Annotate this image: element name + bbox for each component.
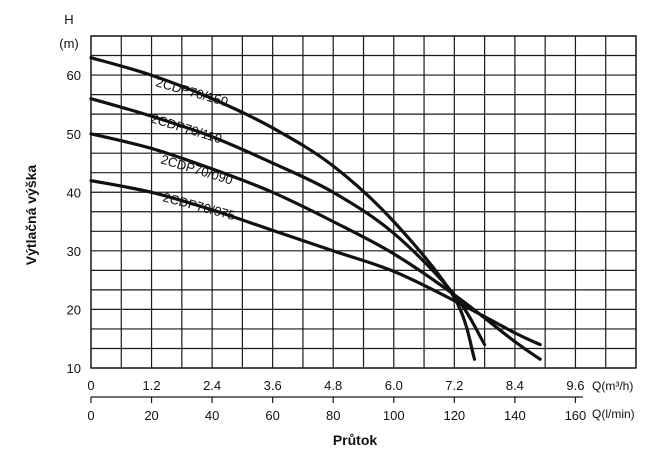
x-tick-label-secondary: 120	[443, 408, 465, 423]
grid	[90, 35, 637, 398]
y-tick-label: 40	[67, 185, 81, 200]
x-axis-unit-secondary: Q(l/min)	[592, 407, 635, 421]
y-axis-title: Výtlačná výška	[23, 165, 39, 266]
x-tick-label-primary: 4.8	[324, 378, 342, 393]
x-tick-label-secondary: 60	[265, 408, 279, 423]
curve-2cdp70-150	[89, 56, 477, 361]
x-tick-label-secondary: 100	[383, 408, 405, 423]
x-tick-label-primary: 2.4	[203, 378, 221, 393]
x-tick-label-secondary: 0	[87, 408, 94, 423]
x-tick-label-primary: 7.2	[445, 378, 463, 393]
x-tick-label-secondary: 20	[144, 408, 158, 423]
curve-2cdp70-075	[89, 179, 542, 347]
x-tick-label-primary: 1.2	[143, 378, 161, 393]
plot-frame	[90, 35, 637, 369]
y-unit-bottom: (m)	[59, 36, 79, 51]
x-axis-unit-primary: Q(m³/h)	[592, 379, 633, 393]
y-tick-label: 10	[67, 361, 81, 376]
x-tick-label-primary: 6.0	[385, 378, 403, 393]
x-tick-label-primary: 0	[87, 378, 94, 393]
x-tick-label-secondary: 160	[565, 408, 587, 423]
x-tick-label-primary: 3.6	[264, 378, 282, 393]
y-tick-label: 30	[67, 244, 81, 259]
x-tick-label-primary: 8.4	[506, 378, 524, 393]
x-tick-label-secondary: 80	[326, 408, 340, 423]
y-tick-label: 20	[67, 302, 81, 317]
y-tick-label: 60	[67, 68, 81, 83]
y-unit-top: H	[64, 12, 73, 27]
x-axis-title: Průtok	[333, 432, 378, 448]
x-tick-label-secondary: 140	[504, 408, 526, 423]
curve-label: 2CDP70/075	[161, 189, 237, 223]
curve-2cdp70-110	[89, 97, 487, 347]
x-tick-label-primary: 9.6	[566, 378, 584, 393]
curve-label: 2CDP70/090	[159, 152, 235, 188]
tick-labels: 10 20 30 40 50 60 0 1.2 2.4 3.6 4.8 6.0 7.2 8.4 9.6 0 20…	[67, 68, 587, 423]
curve-2cdp70-090	[89, 132, 542, 361]
y-tick-label: 50	[67, 127, 81, 142]
x-tick-label-secondary: 40	[205, 408, 219, 423]
curve-label: 2CDP70/150	[154, 74, 230, 109]
